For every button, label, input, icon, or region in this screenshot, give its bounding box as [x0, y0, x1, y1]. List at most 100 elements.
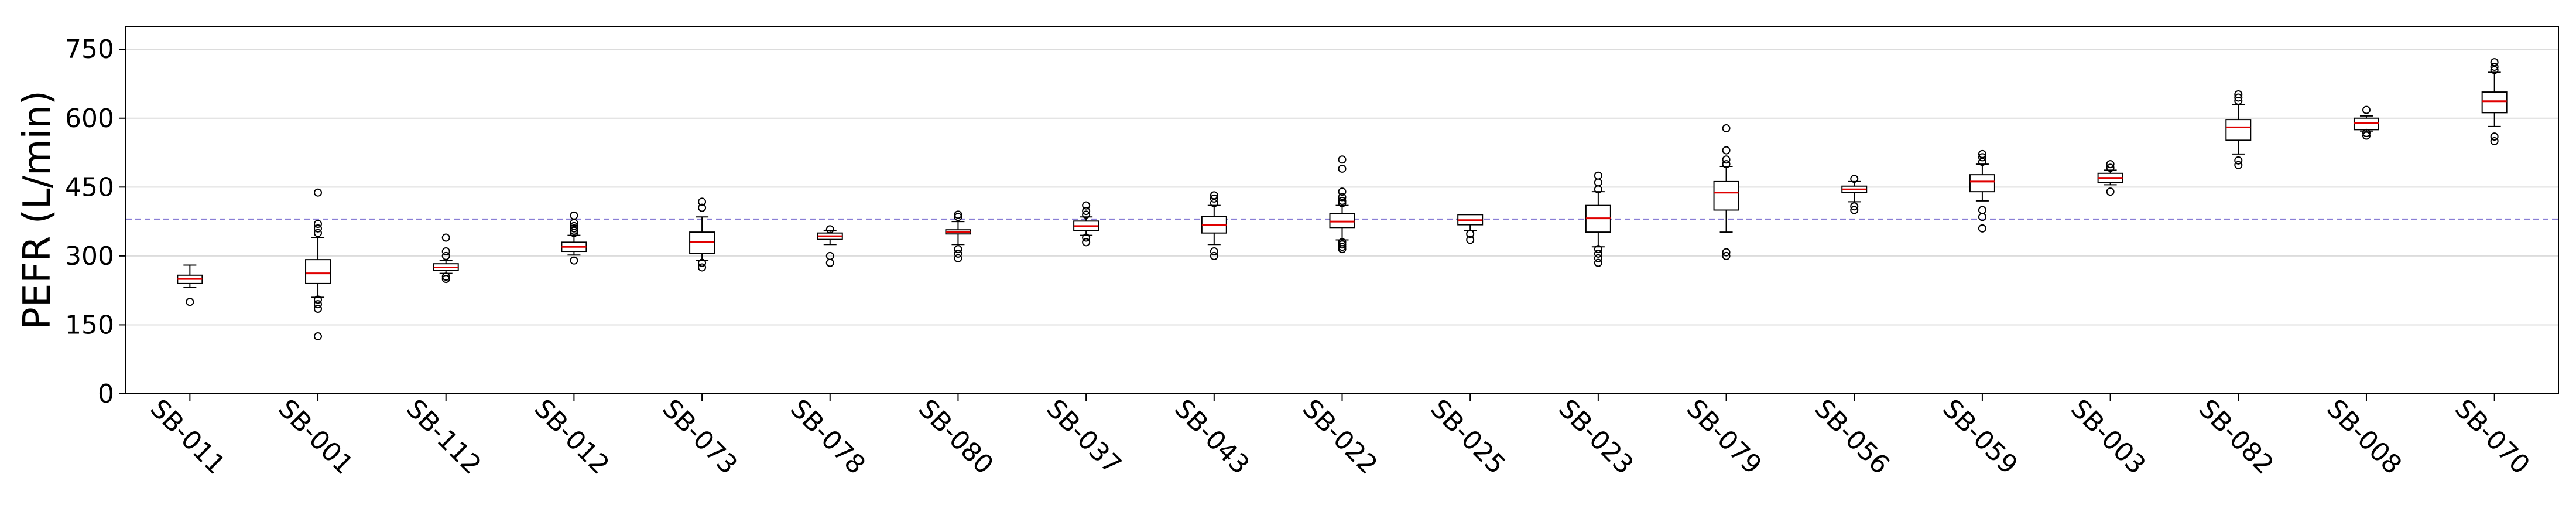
x-tick-label: SB-078	[785, 394, 871, 480]
outlier-point	[1338, 199, 1347, 207]
outlier-point	[954, 254, 962, 262]
iqr-box	[2353, 117, 2379, 131]
outlier-point	[314, 220, 323, 229]
outlier-point	[825, 251, 834, 260]
iqr-box	[2481, 91, 2508, 114]
outlier-point	[825, 258, 834, 267]
outlier-point	[2362, 105, 2371, 114]
box-SB-012	[561, 211, 587, 265]
outlier-point	[698, 197, 707, 206]
outlier-point	[1082, 201, 1091, 210]
x-tick-label: SB-080	[913, 394, 999, 480]
outlier-point	[1594, 249, 1602, 258]
outlier-point	[1594, 171, 1602, 180]
outlier-point	[1594, 178, 1602, 187]
outlier-point	[1978, 158, 1986, 166]
x-tick-label: SB-112	[400, 394, 487, 480]
outlier-point	[954, 249, 962, 258]
outlier-point	[1338, 243, 1347, 251]
outlier-point	[1338, 187, 1347, 196]
outlier-point	[1082, 207, 1091, 216]
outlier-point	[2362, 128, 2371, 137]
outlier-point	[441, 251, 450, 260]
box-SB-011	[177, 264, 203, 306]
outlier-point	[1594, 258, 1602, 267]
x-tick-label: SB-070	[2449, 394, 2536, 480]
x-tick-label: SB-022	[1297, 394, 1383, 480]
y-tick-label: 750	[65, 35, 114, 64]
outlier-point	[2490, 62, 2499, 71]
outlier-point	[1338, 240, 1347, 249]
x-tick-label: SB-001	[272, 394, 359, 480]
outlier-point	[1210, 247, 1218, 256]
outlier-point	[1338, 238, 1347, 247]
box-SB-079	[1713, 124, 1739, 260]
box-SB-080	[945, 210, 971, 262]
y-tick-label: 450	[65, 172, 114, 202]
outlier-point	[825, 225, 834, 234]
box-SB-112	[433, 233, 459, 284]
outlier-point	[1722, 251, 1731, 260]
box-SB-078	[817, 225, 843, 267]
y-tick-label: 300	[65, 241, 114, 271]
outlier-point	[1850, 175, 1859, 183]
outlier-point	[314, 332, 323, 341]
box-SB-022	[1329, 155, 1355, 254]
outlier-point	[314, 224, 323, 233]
x-tick-label: SB-003	[2065, 394, 2152, 480]
outlier-point	[954, 210, 962, 219]
x-tick-label: SB-023	[1553, 394, 1639, 480]
outlier-point	[1594, 245, 1602, 254]
y-tick-label: 150	[65, 310, 114, 340]
outlier-point	[2234, 96, 2243, 105]
outlier-point	[1722, 146, 1731, 155]
outlier-point	[1082, 210, 1091, 219]
box-SB-082	[2225, 90, 2252, 169]
y-axis-label: PEFR (L/min)	[16, 90, 59, 330]
x-tick-label: SB-037	[1040, 394, 1127, 480]
outlier-point	[314, 295, 323, 304]
y-tick-label: 600	[65, 104, 114, 134]
outlier-point	[1210, 199, 1218, 207]
outlier-point	[441, 272, 450, 281]
x-tick-label: SB-056	[1808, 394, 1895, 480]
box-SB-025	[1457, 214, 1484, 244]
outlier-point	[1594, 254, 1602, 262]
outlier-point	[2106, 187, 2115, 196]
x-axis-ticks: SB-011 SB-001 SB-112 SB-012 SB-073 SB-078 SB-0…	[145, 394, 2536, 480]
outlier-point	[314, 305, 323, 313]
outlier-point	[1850, 202, 1859, 211]
box-SB-043	[1201, 191, 1227, 260]
iqr-box	[305, 259, 331, 284]
outlier-point	[2234, 93, 2243, 102]
box-SB-059	[1969, 149, 1995, 233]
x-tick-label: SB-079	[1681, 394, 1767, 480]
outlier-point	[1722, 160, 1731, 169]
outlier-point	[2490, 66, 2499, 74]
outlier-point	[1338, 196, 1347, 205]
outlier-point	[1082, 238, 1091, 247]
x-tick-label: SB-008	[2321, 394, 2407, 480]
outlier-point	[1978, 153, 1986, 162]
box-SB-023	[1585, 171, 1611, 267]
outlier-point	[1466, 230, 1475, 238]
outlier-point	[2490, 58, 2499, 67]
outlier-point	[2106, 163, 2115, 172]
box-SB-070	[2481, 58, 2508, 145]
y-tick-label: 0	[98, 379, 114, 409]
iqr-box	[1969, 174, 1995, 193]
outlier-point	[1978, 206, 1986, 214]
outlier-point	[1338, 155, 1347, 164]
outlier-point	[441, 275, 450, 284]
x-tick-label: SB-011	[145, 394, 231, 480]
x-tick-label: SB-059	[1937, 394, 2023, 480]
x-tick-label: SB-073	[656, 394, 743, 480]
box-layer	[177, 58, 2508, 341]
outlier-point	[954, 245, 962, 254]
outlier-point	[1338, 193, 1347, 202]
outlier-point	[1722, 124, 1731, 132]
outlier-point	[1466, 236, 1475, 244]
iqr-box	[2225, 119, 2252, 141]
